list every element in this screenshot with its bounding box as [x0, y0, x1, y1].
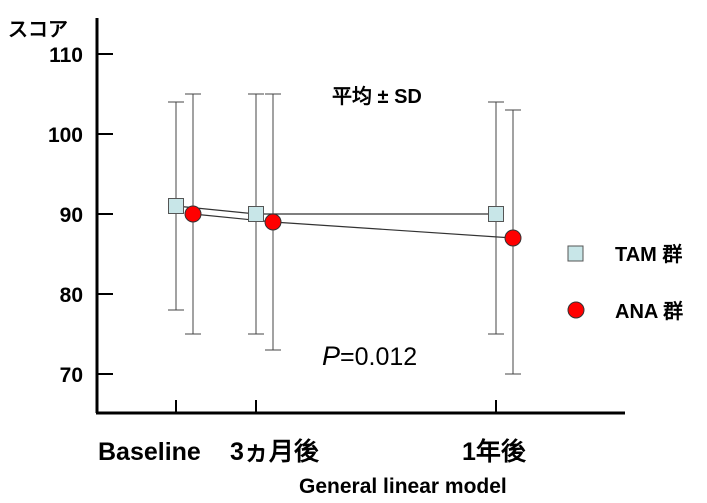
p-value-annotation: P=0.012	[322, 341, 417, 371]
data-point	[504, 229, 522, 247]
y-tick-label: 80	[60, 284, 83, 307]
legend: TAM 群 ANA 群	[567, 242, 683, 323]
series-layer	[168, 93, 522, 375]
data-point	[264, 213, 282, 231]
y-tick-label: 100	[48, 124, 83, 147]
y-tick-label: 110	[49, 44, 83, 67]
axes	[95, 18, 625, 415]
x-tick-label: 3ヵ月後	[230, 438, 320, 466]
legend-label-tam: TAM 群	[615, 242, 682, 266]
x-ticks: Baseline 3ヵ月後 1年後	[98, 400, 527, 466]
x-tick-label: Baseline	[98, 438, 201, 466]
series-line	[175, 205, 496, 215]
p-value-symbol: P	[322, 341, 340, 371]
legend-label-ana: ANA 群	[615, 299, 683, 323]
y-tick-label: 90	[60, 204, 83, 227]
data-point	[488, 206, 504, 222]
legend-marker-ana	[567, 301, 585, 319]
y-ticks: 70 80 90 100 110	[48, 44, 113, 387]
data-point	[248, 206, 264, 222]
legend-marker-tam	[567, 245, 584, 262]
x-axis-label: General linear model	[299, 475, 507, 498]
data-point	[184, 205, 202, 223]
p-value-number: =0.012	[340, 343, 417, 371]
series-line	[192, 213, 514, 239]
data-point	[168, 198, 184, 214]
x-tick-label: 1年後	[462, 437, 527, 466]
y-tick-label: 70	[60, 364, 83, 387]
stats-annotation: 平均 ± SD	[332, 84, 422, 108]
y-axis-label: スコア	[8, 19, 68, 41]
